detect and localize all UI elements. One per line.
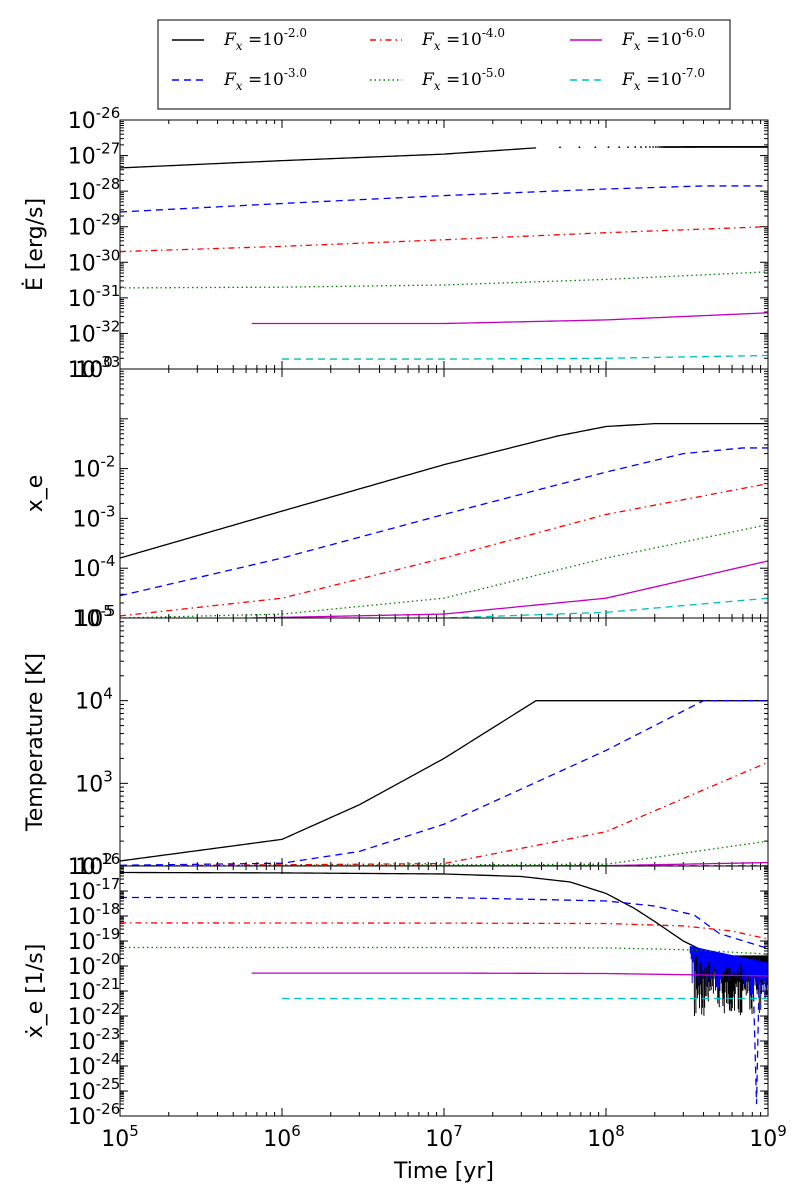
- series-line-fx-1e-7: [282, 597, 768, 618]
- y-tick-label: 10-20: [68, 950, 121, 980]
- y-tick-label: 102: [75, 850, 113, 880]
- y-tick-label: 10-4: [73, 552, 116, 582]
- data-point: [652, 146, 655, 148]
- y-tick-label: 10-2: [73, 453, 116, 483]
- y-tick-label: 10-32: [68, 317, 121, 347]
- legend-entry: Fx =10-5.0: [370, 66, 505, 93]
- y-tick-label: 10-27: [68, 140, 121, 170]
- y-tick-label: 103: [75, 767, 113, 797]
- legend-entry: Fx =10-2.0: [172, 26, 307, 53]
- y-tick-label: 10-31: [68, 282, 121, 312]
- panel-4: 10-1610-1710-1810-1910-2010-2110-2210-23…: [23, 850, 787, 1184]
- y-tick-label: 10-26: [68, 104, 121, 134]
- y-axis-label: ẋ_e [1/s]: [23, 944, 48, 1039]
- series-line-fx-1e-6: [251, 560, 768, 618]
- series-spike: [751, 958, 761, 1105]
- series-line-fx-1e-3: [120, 447, 768, 597]
- y-tick-label: 10-5: [73, 602, 116, 632]
- x-tick-label: 109: [749, 1122, 787, 1152]
- data-point: [654, 146, 657, 148]
- y-tick-label: 105: [75, 602, 113, 632]
- legend-label: Fx =10-7.0: [621, 66, 705, 93]
- series-line-fx-1e-2: [120, 871, 768, 957]
- noise-band: [689, 946, 768, 999]
- plot-frame: [119, 617, 769, 867]
- y-tick-label: 10-23: [68, 1025, 121, 1055]
- y-tick-label: 10-3: [73, 502, 116, 532]
- series-line-fx-1e-4: [120, 761, 768, 866]
- legend-label: Fx =10-3.0: [223, 66, 307, 93]
- series-line-fx-1e-4: [120, 482, 768, 617]
- y-tick-label: 10-16: [68, 850, 121, 880]
- data-point: [618, 146, 621, 149]
- y-tick-label: 10-17: [68, 875, 121, 905]
- series-line-fx-1e-2: [120, 147, 537, 169]
- x-tick-label: 107: [425, 1122, 463, 1152]
- series-line-fx-1e-4: [120, 922, 768, 940]
- data-point: [634, 146, 637, 148]
- x-tick-label: 108: [587, 1122, 625, 1152]
- legend-entry: Fx =10-3.0: [172, 66, 307, 93]
- y-tick-label: 10-18: [68, 900, 121, 930]
- data-point: [658, 146, 661, 148]
- series-line-fx-1e-3: [120, 185, 768, 213]
- x-axis-label: Time [yr]: [393, 1159, 494, 1184]
- data-point: [645, 146, 647, 148]
- series-line-fx-1e-5: [120, 271, 768, 289]
- plot-frame: [119, 119, 769, 370]
- y-tick-label: 10-29: [68, 211, 121, 241]
- y-tick-label: 10-33: [68, 353, 121, 383]
- data-point: [648, 146, 651, 148]
- legend: Fx =10-2.0 Fx =10-3.0 Fx =10-4.0 Fx =10-5.0…: [157, 19, 731, 110]
- series-line-fx-1e-6: [251, 972, 768, 977]
- y-tick-label: 100: [75, 353, 113, 383]
- y-tick-label: 10-22: [68, 1000, 121, 1030]
- legend-box: [157, 19, 731, 110]
- data-point: [627, 146, 629, 149]
- y-tick-label: 104: [75, 685, 113, 715]
- y-tick-label: 10-24: [68, 1050, 121, 1080]
- series-line-fx-1e-2: [120, 422, 768, 559]
- series-line-fx-1e-4: [120, 226, 768, 253]
- y-axis-label: Ė [erg/s]: [22, 198, 48, 291]
- y-tick-label: 10-21: [68, 975, 121, 1005]
- y-tick-label: 10-26: [68, 1100, 121, 1130]
- y-tick-label: 10-30: [68, 246, 121, 276]
- series-line-fx-1e-3: [120, 700, 768, 866]
- plot-frame: [119, 368, 769, 619]
- x-tick-label: 106: [263, 1122, 301, 1152]
- series-line-fx-1e-3: [120, 896, 768, 950]
- legend-entry: Fx =10-6.0: [570, 26, 705, 53]
- legend-label: Fx =10-2.0: [223, 26, 307, 53]
- series-line-fx-1e-5: [120, 523, 768, 618]
- data-point: [657, 146, 659, 148]
- data-point: [594, 146, 597, 149]
- x-tick-label: 105: [101, 1122, 139, 1152]
- data-point: [640, 146, 642, 148]
- panels: 10-26 10-27 10-28 10-29 10-30 10-31 10-32 10-33…: [22, 104, 787, 1184]
- legend-label: Fx =10-6.0: [621, 26, 705, 53]
- series-line-fx-1e-7: [282, 354, 768, 360]
- y-tick-label: 10-28: [68, 175, 121, 205]
- legend-entry: Fx =10-4.0: [370, 26, 505, 53]
- legend-entry: Fx =10-7.0: [570, 66, 705, 93]
- series-line-fx-1e-5: [120, 946, 768, 955]
- series-line-fx-1e-6: [251, 312, 768, 325]
- plot-frame: [119, 865, 769, 1117]
- y-axis-label: Temperature [K]: [23, 653, 48, 832]
- y-tick-label: 10-19: [68, 925, 121, 955]
- y-axis-label: x_e: [23, 475, 48, 513]
- data-point: [607, 146, 610, 149]
- series-line-fx-1e-2: [120, 700, 768, 862]
- data-point: [578, 146, 581, 149]
- y-tick-label: 10-25: [68, 1075, 121, 1105]
- panel-2: 100 10-2 10-3 10-4 10-5 x_e: [23, 353, 769, 632]
- panel-1: 10-26 10-27 10-28 10-29 10-30 10-31 10-32 10-33…: [22, 104, 769, 383]
- series-line-fx-1e-2-sparse: [559, 146, 768, 149]
- panel-3: 105 104 103 102 Temperature [K]: [23, 602, 769, 880]
- legend-label: Fx =10-4.0: [421, 26, 505, 53]
- legend-label: Fx =10-5.0: [421, 66, 505, 93]
- data-point: [559, 146, 561, 149]
